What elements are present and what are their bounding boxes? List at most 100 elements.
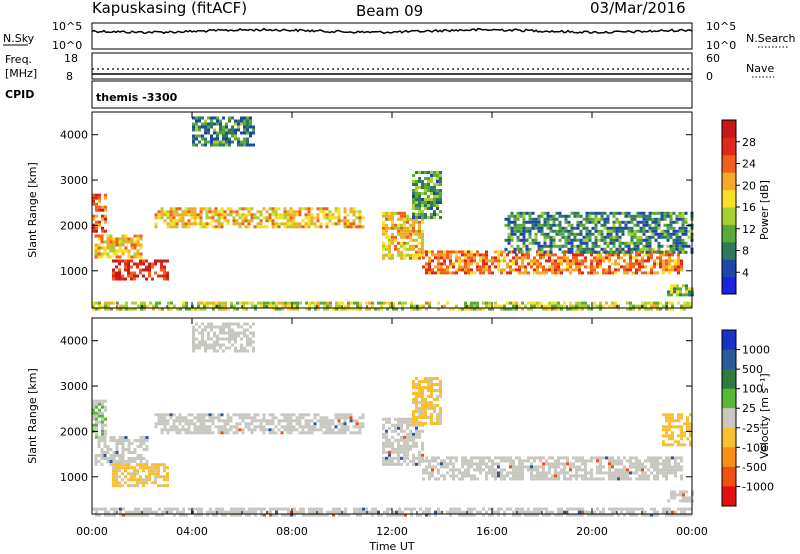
heatmap-cell (170, 507, 173, 511)
heatmap-cell (584, 474, 587, 478)
heatmap-cell (228, 322, 231, 326)
heatmap-cell (101, 214, 104, 218)
heatmap-cell (97, 255, 101, 259)
heatmap-cell (546, 250, 550, 254)
heatmap-cell (546, 232, 550, 236)
colorbar-segment (722, 172, 736, 191)
heatmap-cell (201, 125, 204, 129)
heatmap-cell (618, 223, 622, 227)
heatmap-cell (247, 225, 251, 229)
heatmap-cell (286, 413, 290, 417)
heatmap-cell (557, 271, 560, 275)
heatmap-cell (244, 219, 248, 223)
heatmap-cell (169, 216, 173, 220)
heatmap-cell (400, 217, 403, 221)
heatmap-cell (235, 213, 239, 217)
heatmap-cell (551, 465, 554, 469)
heatmap-cell (570, 238, 574, 242)
heatmap-cell (352, 207, 356, 211)
heatmap-cell (106, 252, 110, 256)
heatmap-cell (418, 204, 421, 207)
heatmap-cell (203, 301, 206, 305)
heatmap-cell (424, 189, 427, 192)
heatmap-cell (458, 307, 461, 311)
colorbar-tick-label: -25 (742, 422, 760, 435)
heatmap-cell (236, 507, 239, 511)
heatmap-cell (115, 249, 119, 253)
heatmap-cell (551, 304, 554, 308)
heatmap-cell (127, 445, 131, 448)
heatmap-cell (252, 349, 255, 353)
heatmap-cell (222, 322, 225, 326)
heatmap-cell (531, 220, 535, 224)
colorbar-segment (722, 369, 736, 390)
heatmap-cell (256, 216, 260, 220)
heatmap-cell (139, 475, 142, 479)
heatmap-cell (234, 134, 237, 138)
heatmap-cell (265, 428, 269, 432)
heatmap-cell (269, 510, 272, 514)
heatmap-cell (671, 307, 674, 311)
heatmap-cell (391, 223, 394, 227)
heatmap-cell (671, 304, 674, 308)
heatmap-cell (591, 244, 595, 248)
heatmap-cell (669, 244, 673, 248)
heatmap-cell (425, 262, 428, 266)
heatmap-cell (406, 426, 409, 430)
heatmap-cell (548, 304, 551, 308)
heatmap-cell (510, 226, 514, 230)
heatmap-cell (443, 250, 446, 254)
heatmap-cell (262, 419, 266, 423)
heatmap-cell (313, 222, 317, 226)
heatmap-cell (548, 462, 551, 466)
heatmap-cell (343, 431, 347, 435)
heatmap-cell (301, 428, 305, 432)
heatmap-cell (458, 507, 461, 511)
station-title: Kapuskasing (fitACF) (92, 0, 247, 17)
heatmap-cell (567, 235, 571, 239)
heatmap-cell (415, 386, 418, 389)
heatmap-cell (642, 229, 646, 233)
heatmap-cell (539, 474, 542, 478)
heatmap-cell (650, 301, 653, 305)
heatmap-cell (100, 457, 104, 460)
heatmap-cell (439, 183, 442, 186)
heatmap-cell (497, 250, 500, 254)
heatmap-cell (361, 425, 365, 429)
heatmap-cell (358, 210, 362, 214)
heatmap-cell (268, 207, 272, 211)
heatmap-cell (647, 307, 650, 311)
heatmap-cell (385, 459, 388, 463)
heatmap-cell (561, 214, 565, 218)
heatmap-cell (650, 265, 653, 269)
heatmap-cell (358, 213, 362, 217)
heatmap-cell (241, 222, 245, 226)
heatmap-cell (95, 226, 98, 230)
heatmap-cell (388, 253, 391, 257)
heatmap-cell (681, 238, 685, 242)
heatmap-cell (121, 252, 125, 256)
heatmap-cell (243, 140, 246, 144)
heatmap-cell (400, 423, 403, 427)
heatmap-cell (439, 210, 442, 213)
heatmap-cell (656, 456, 659, 460)
heatmap-cell (415, 407, 418, 410)
heatmap-cell (641, 507, 644, 511)
heatmap-cell (195, 128, 198, 132)
heatmap-cell (515, 507, 518, 511)
heatmap-cell (531, 241, 535, 245)
heatmap-cell (208, 413, 212, 417)
heatmap-cell (491, 462, 494, 466)
heatmap-cell (181, 428, 185, 432)
heatmap-cell (391, 238, 394, 242)
heatmap-cell (176, 507, 179, 511)
heatmap-cell (124, 436, 128, 439)
heatmap-cell (537, 250, 541, 254)
heatmap-cell (669, 247, 673, 251)
heatmap-cell (564, 214, 568, 218)
heatmap-cell (494, 474, 497, 478)
heatmap-cell (587, 307, 590, 311)
heatmap-cell (208, 431, 212, 435)
heatmap-cell (222, 128, 225, 132)
heatmap-cell (127, 463, 130, 467)
